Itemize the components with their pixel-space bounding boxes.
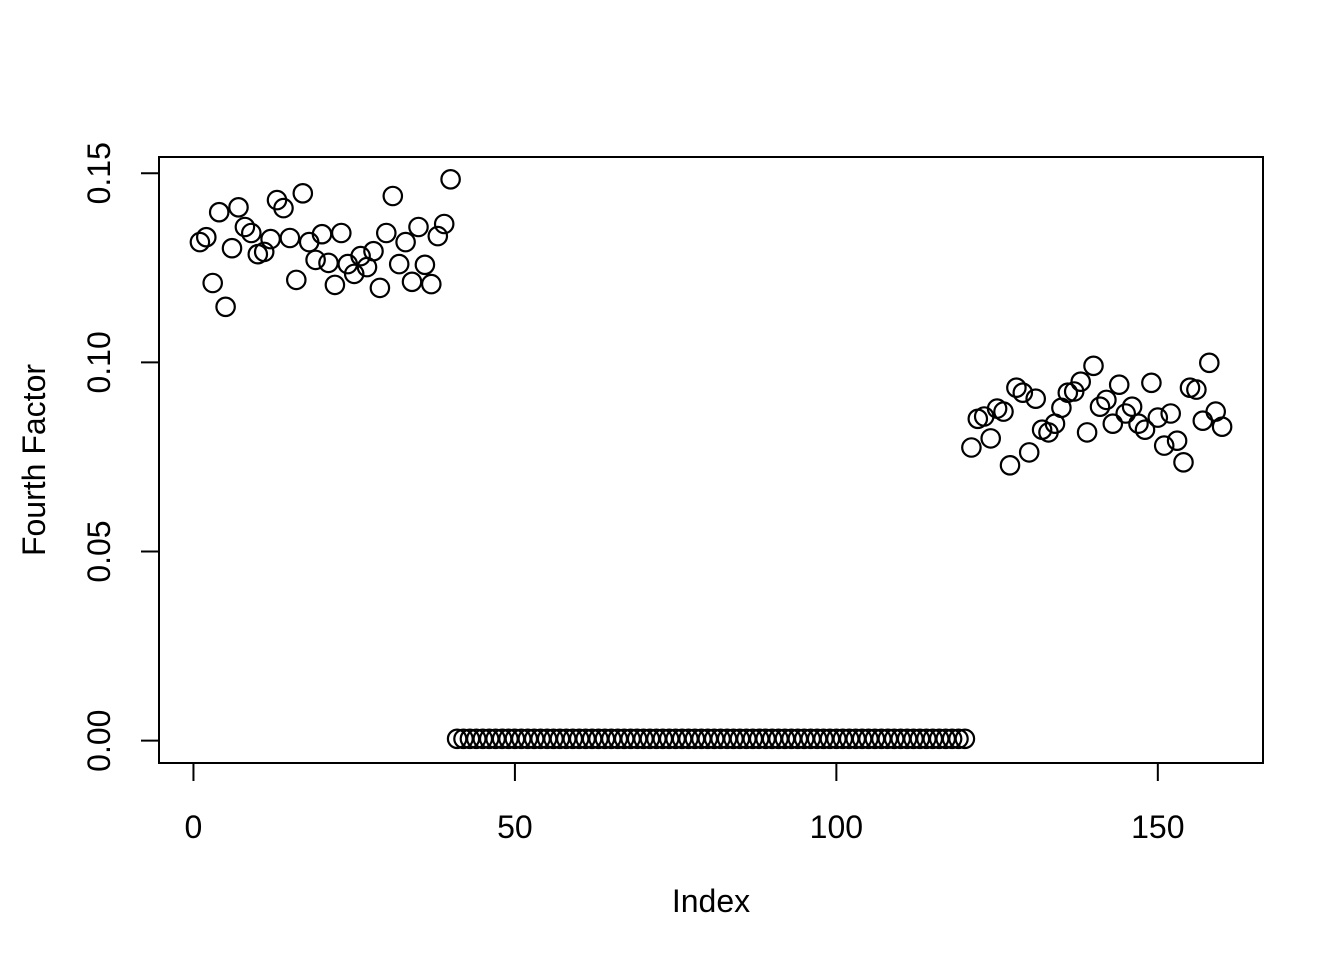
data-point — [948, 728, 969, 750]
y-axis-tick-label: 0.00 — [81, 710, 117, 772]
data-point — [305, 249, 326, 271]
x-axis-tick-label: 50 — [497, 809, 533, 845]
x-axis-tick-label: 150 — [1131, 809, 1184, 845]
plot-border — [158, 156, 1264, 764]
data-point — [427, 225, 449, 247]
data-point — [1018, 442, 1040, 463]
data-point — [330, 222, 352, 244]
data-point — [1128, 413, 1149, 434]
data-point — [382, 185, 404, 207]
data-point — [292, 183, 314, 204]
data-point — [993, 401, 1014, 422]
data-point — [1153, 435, 1175, 456]
data-point — [1083, 355, 1104, 377]
x-axis-title: Index — [672, 883, 750, 919]
data-point — [228, 197, 249, 218]
data-point — [266, 189, 288, 211]
data-point — [1141, 372, 1162, 394]
data-point — [1025, 388, 1046, 409]
data-point — [369, 277, 391, 299]
y-axis-tick-label: 0.10 — [81, 331, 117, 393]
data-point — [1096, 389, 1117, 411]
data-point — [1211, 416, 1233, 437]
data-point — [208, 201, 230, 223]
data-point — [1192, 410, 1214, 431]
data-point — [1108, 374, 1130, 395]
data-point — [350, 245, 371, 267]
data-point — [388, 253, 410, 275]
data-point — [1173, 451, 1194, 473]
data-point — [433, 213, 455, 235]
data-point — [241, 222, 262, 244]
data-point — [273, 197, 294, 219]
y-axis-tick-label: 0.05 — [81, 520, 117, 582]
data-point — [440, 169, 461, 190]
data-point — [395, 231, 416, 253]
data-point — [1186, 379, 1207, 400]
data-point — [202, 272, 223, 294]
x-axis-tick-label: 100 — [810, 809, 863, 845]
data-point — [1160, 403, 1181, 424]
data-point — [363, 240, 384, 262]
data-point — [196, 226, 217, 248]
data-point — [401, 271, 423, 293]
data-point — [324, 274, 346, 296]
data-point — [961, 437, 982, 458]
data-point — [999, 454, 1021, 476]
data-point — [414, 254, 436, 276]
data-point — [253, 241, 275, 263]
data-point — [1134, 419, 1156, 440]
data-point — [954, 728, 976, 750]
data-point — [1070, 371, 1091, 392]
data-point — [1102, 413, 1124, 434]
data-point — [1089, 396, 1111, 417]
data-point — [234, 216, 256, 238]
data-point — [375, 222, 397, 244]
data-point — [285, 269, 307, 291]
data-point — [318, 252, 339, 274]
data-point — [1199, 352, 1220, 374]
data-point — [1115, 403, 1136, 424]
data-point — [1147, 407, 1169, 428]
x-axis-tick-label: 0 — [185, 809, 203, 845]
data-point — [215, 296, 236, 318]
data-point — [1012, 382, 1034, 403]
y-axis-title: Fourth Factor — [16, 364, 52, 556]
data-point — [408, 216, 429, 238]
data-point — [1166, 430, 1188, 451]
data-point — [221, 237, 243, 259]
data-point — [189, 231, 211, 253]
data-point — [279, 227, 301, 249]
data-point — [980, 428, 1001, 449]
data-point — [1076, 422, 1098, 443]
data-point — [343, 263, 365, 285]
data-point — [420, 273, 442, 295]
y-axis-tick-label: 0.15 — [81, 142, 117, 204]
data-point — [941, 728, 963, 750]
data-point — [1006, 377, 1027, 398]
